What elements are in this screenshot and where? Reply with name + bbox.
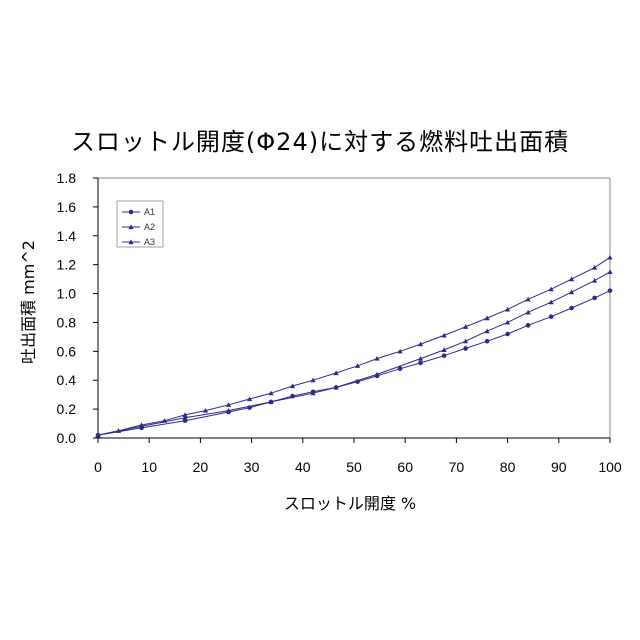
data-point-a2 [268, 399, 274, 404]
data-point-a2 [548, 299, 554, 305]
y-tick-label: 1.4 [57, 228, 77, 244]
data-point-a3 [161, 418, 168, 423]
data-point-a1 [418, 360, 423, 366]
data-point-a1 [592, 295, 597, 301]
data-point-a1 [607, 288, 613, 293]
data-point-a2 [225, 407, 232, 413]
legend: A1 A2 A3 [116, 200, 164, 248]
data-point-a1 [505, 331, 510, 337]
y-tick-label: 0.2 [57, 401, 77, 417]
y-tick-label: 1.8 [57, 170, 77, 186]
series-line-a1 [97, 290, 611, 436]
y-tick-label: 1.6 [57, 199, 77, 215]
x-tick-label: 100 [598, 459, 622, 475]
series-layer [95, 254, 613, 438]
data-point-a2 [333, 384, 339, 390]
data-point-a3 [505, 306, 511, 312]
data-point-a2 [525, 309, 531, 315]
data-point-a1 [525, 323, 531, 328]
data-point-a2 [569, 289, 575, 295]
y-axis-title: 吐出面積 mm^2 [19, 240, 38, 364]
data-point-a3 [374, 355, 380, 361]
data-point-a2 [417, 355, 424, 361]
data-point-a2 [505, 319, 511, 325]
legend-marker-a3 [128, 239, 134, 245]
x-tick-label: 50 [346, 459, 362, 475]
legend-label-a2: A2 [144, 222, 155, 232]
legend-marker-a1 [128, 209, 134, 215]
data-point-a3 [138, 422, 145, 428]
x-axis-title: スロットル開度 % [283, 494, 417, 513]
data-point-a3 [115, 428, 122, 433]
legend-box [116, 200, 164, 248]
data-point-a3 [354, 363, 361, 368]
chart-title: スロットル開度(Φ24)に対する燃料吐出面積 [70, 128, 570, 156]
data-point-a3 [268, 390, 274, 396]
data-point-a1 [441, 353, 447, 358]
data-point-a2 [484, 328, 490, 334]
series-a3 [95, 254, 613, 438]
data-point-a2 [374, 371, 380, 377]
legend-label-a3: A3 [144, 237, 155, 247]
x-tick-label: 60 [397, 459, 413, 475]
data-point-a3 [289, 383, 296, 389]
data-point-a1 [569, 305, 574, 311]
data-point-a3 [333, 370, 339, 376]
data-point-a3 [397, 348, 403, 354]
data-point-a3 [548, 286, 554, 292]
series-line-a2 [97, 271, 611, 436]
data-point-a3 [417, 341, 424, 347]
data-point-a3 [246, 396, 253, 402]
data-point-a2 [463, 338, 469, 344]
data-point-a3 [202, 407, 209, 413]
y-tick-label: 1.0 [57, 286, 77, 302]
x-tick-label: 90 [551, 459, 567, 475]
data-point-a3 [592, 264, 598, 270]
x-tick-label: 0 [94, 459, 102, 475]
data-point-a1 [548, 314, 554, 319]
data-point-a2 [310, 390, 316, 396]
data-point-a2 [592, 277, 598, 283]
x-tick-label: 80 [500, 459, 516, 475]
data-point-a3 [310, 377, 316, 383]
y-tick-label: 0.8 [57, 314, 77, 330]
data-point-a3 [463, 324, 469, 329]
data-point-a3 [607, 254, 613, 260]
x-tick-label: 20 [193, 459, 209, 475]
data-point-a3 [95, 432, 101, 438]
plot-area [97, 177, 611, 439]
data-point-a2 [607, 269, 613, 274]
data-point-a3 [569, 276, 575, 282]
x-tick-label: 40 [295, 459, 311, 475]
series-a2 [95, 269, 613, 438]
y-tick-label: 0.4 [57, 372, 77, 388]
y-tick-label: 1.2 [57, 257, 77, 273]
data-point-a3 [525, 296, 531, 302]
data-point-a3 [484, 315, 490, 321]
data-point-a3 [225, 402, 232, 407]
data-point-a1 [397, 366, 403, 371]
data-point-a3 [441, 332, 447, 338]
axes: 0 10 20 30 40 50 60 70 80 90 100 0.0 0.2 0.4 0.6 0.8 1.0… [57, 170, 622, 475]
x-tick-label: 70 [449, 459, 465, 475]
data-point-a1 [484, 338, 490, 344]
data-point-a2 [441, 347, 447, 352]
x-tick-label: 30 [244, 459, 260, 475]
legend-marker-a2 [128, 224, 134, 230]
legend-label-a1: A1 [144, 207, 155, 217]
x-tick-label: 10 [141, 459, 157, 475]
data-point-a2 [182, 415, 188, 420]
data-point-a3 [182, 412, 188, 417]
y-tick-label: 0.6 [57, 343, 77, 359]
data-point-a1 [463, 346, 468, 351]
y-tick-label: 0.0 [57, 430, 77, 446]
